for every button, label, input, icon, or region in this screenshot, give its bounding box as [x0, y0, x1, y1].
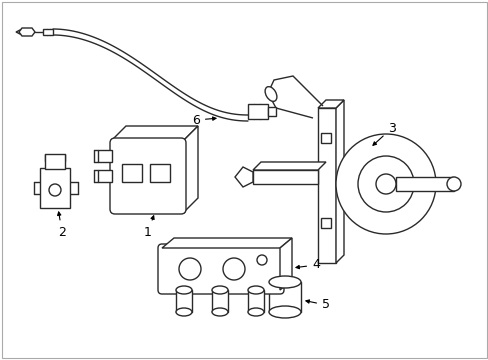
Bar — [176, 290, 192, 312]
Bar — [320, 218, 330, 228]
Polygon shape — [235, 167, 252, 187]
Bar — [267, 107, 275, 116]
Circle shape — [357, 156, 413, 212]
Polygon shape — [335, 100, 343, 263]
Circle shape — [446, 177, 460, 191]
Bar — [395, 177, 453, 191]
Bar — [212, 290, 227, 312]
Polygon shape — [162, 238, 291, 248]
Bar — [112, 140, 183, 212]
Bar — [122, 164, 142, 182]
FancyBboxPatch shape — [110, 138, 185, 214]
Polygon shape — [98, 150, 112, 162]
Ellipse shape — [176, 308, 192, 316]
Polygon shape — [280, 238, 291, 290]
Polygon shape — [252, 162, 325, 170]
Bar — [40, 168, 70, 208]
Text: 6: 6 — [192, 113, 216, 126]
Polygon shape — [98, 170, 112, 182]
Ellipse shape — [212, 286, 227, 294]
Ellipse shape — [247, 308, 264, 316]
Text: 1: 1 — [144, 216, 154, 239]
Bar — [45, 154, 65, 169]
Polygon shape — [317, 100, 343, 108]
Polygon shape — [112, 126, 198, 140]
FancyBboxPatch shape — [158, 244, 284, 294]
Text: 5: 5 — [305, 298, 329, 311]
Ellipse shape — [268, 306, 301, 318]
Ellipse shape — [176, 286, 192, 294]
Text: 2: 2 — [58, 212, 66, 239]
Bar — [320, 133, 330, 143]
Circle shape — [179, 258, 201, 280]
Polygon shape — [252, 170, 317, 184]
Bar — [247, 104, 267, 119]
Polygon shape — [16, 29, 22, 35]
Text: 3: 3 — [372, 122, 395, 145]
Circle shape — [223, 258, 244, 280]
Ellipse shape — [268, 276, 301, 288]
Bar — [150, 164, 170, 182]
Polygon shape — [19, 28, 35, 36]
Polygon shape — [183, 126, 198, 212]
Polygon shape — [317, 108, 335, 263]
Bar — [247, 290, 264, 312]
Circle shape — [257, 255, 266, 265]
Ellipse shape — [264, 87, 276, 102]
Circle shape — [375, 174, 395, 194]
Ellipse shape — [247, 286, 264, 294]
Circle shape — [335, 134, 435, 234]
Bar — [43, 29, 53, 35]
Circle shape — [49, 184, 61, 196]
Ellipse shape — [212, 308, 227, 316]
Text: 4: 4 — [295, 258, 319, 271]
